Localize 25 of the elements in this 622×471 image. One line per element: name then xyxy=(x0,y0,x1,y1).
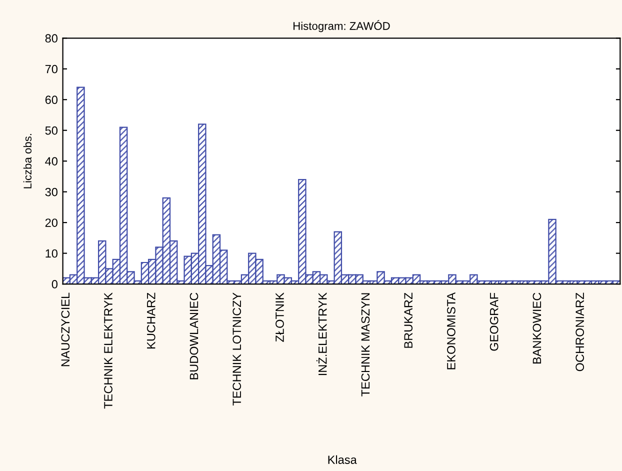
y-tick-label: 30 xyxy=(45,188,58,196)
y-tick-label: 70 xyxy=(45,64,58,74)
x-tick-label: BANKOWIEC xyxy=(532,292,542,364)
y-tick-label: 60 xyxy=(45,96,58,104)
chart-title: Histogram: ZAWÓD xyxy=(294,20,390,32)
y-tick-label: 0 xyxy=(52,280,58,288)
x-tick-label: EKONOMISTA xyxy=(447,292,456,370)
x-tick-label: ZŁOTNIK xyxy=(276,292,284,342)
y-tick-label: 50 xyxy=(45,126,58,135)
x-tick-label: INŻ.ELEKTRYK xyxy=(316,292,327,376)
x-tick-label: TECHNIK MASZYN xyxy=(361,293,370,396)
x-tick-label: BRUKARZ xyxy=(404,292,413,348)
x-tick-label: TECHNIK ELEKTRYK xyxy=(104,292,112,409)
x-tick-label: TECHNIK LOTNICZY xyxy=(232,292,242,406)
x-tick-label: BUDOWLANIEC xyxy=(190,292,198,380)
y-tick-label: 10 xyxy=(46,249,58,258)
x-tick-label: OCHRONIARZ xyxy=(576,292,584,372)
y-tick-label: 20 xyxy=(45,218,58,227)
x-tick-label: KUCHARZ xyxy=(146,292,156,348)
x-tick-label: GEOGRAF xyxy=(490,292,498,351)
y-tick-label: 80 xyxy=(45,34,58,43)
y-tick-label: 40 xyxy=(45,157,58,166)
y-axis-title: Liczba obs. xyxy=(23,134,32,188)
x-tick-label: NAUCZYCIEL xyxy=(61,292,70,366)
x-axis-title: Klasa xyxy=(328,455,357,464)
